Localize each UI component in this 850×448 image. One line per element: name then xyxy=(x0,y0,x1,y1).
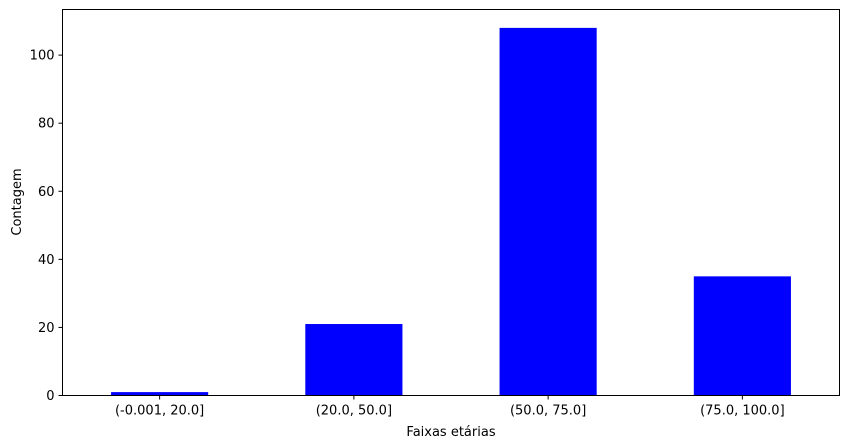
x-axis-label: Faixas etárias xyxy=(406,425,495,440)
y-tick-label: 100 xyxy=(30,49,55,64)
bar-3 xyxy=(693,276,791,396)
x-tick-label: (75.0, 100.0] xyxy=(700,404,785,419)
x-tick-label: (20.0, 50.0] xyxy=(316,404,392,419)
y-tick-label: 60 xyxy=(38,185,55,200)
x-tick-label: (-0.001, 20.0] xyxy=(115,404,204,419)
y-tick-label: 0 xyxy=(46,389,54,404)
plot-frame xyxy=(62,9,840,396)
y-tick-label: 20 xyxy=(38,321,55,336)
y-ticks-group: 0 20 40 60 80 100 xyxy=(30,49,63,404)
bars-group xyxy=(111,27,791,396)
bar-0 xyxy=(111,392,209,396)
y-axis-label: Contagem xyxy=(10,168,25,235)
y-tick-label: 40 xyxy=(38,253,55,268)
x-tick-label: (50.0, 75.0] xyxy=(510,404,586,419)
y-tick-label: 80 xyxy=(38,117,55,132)
bar-1 xyxy=(305,324,403,396)
x-ticks-group: (-0.001, 20.0] (20.0, 50.0] (50.0, 75.0] (7… xyxy=(115,395,785,419)
bar-2 xyxy=(499,27,597,396)
